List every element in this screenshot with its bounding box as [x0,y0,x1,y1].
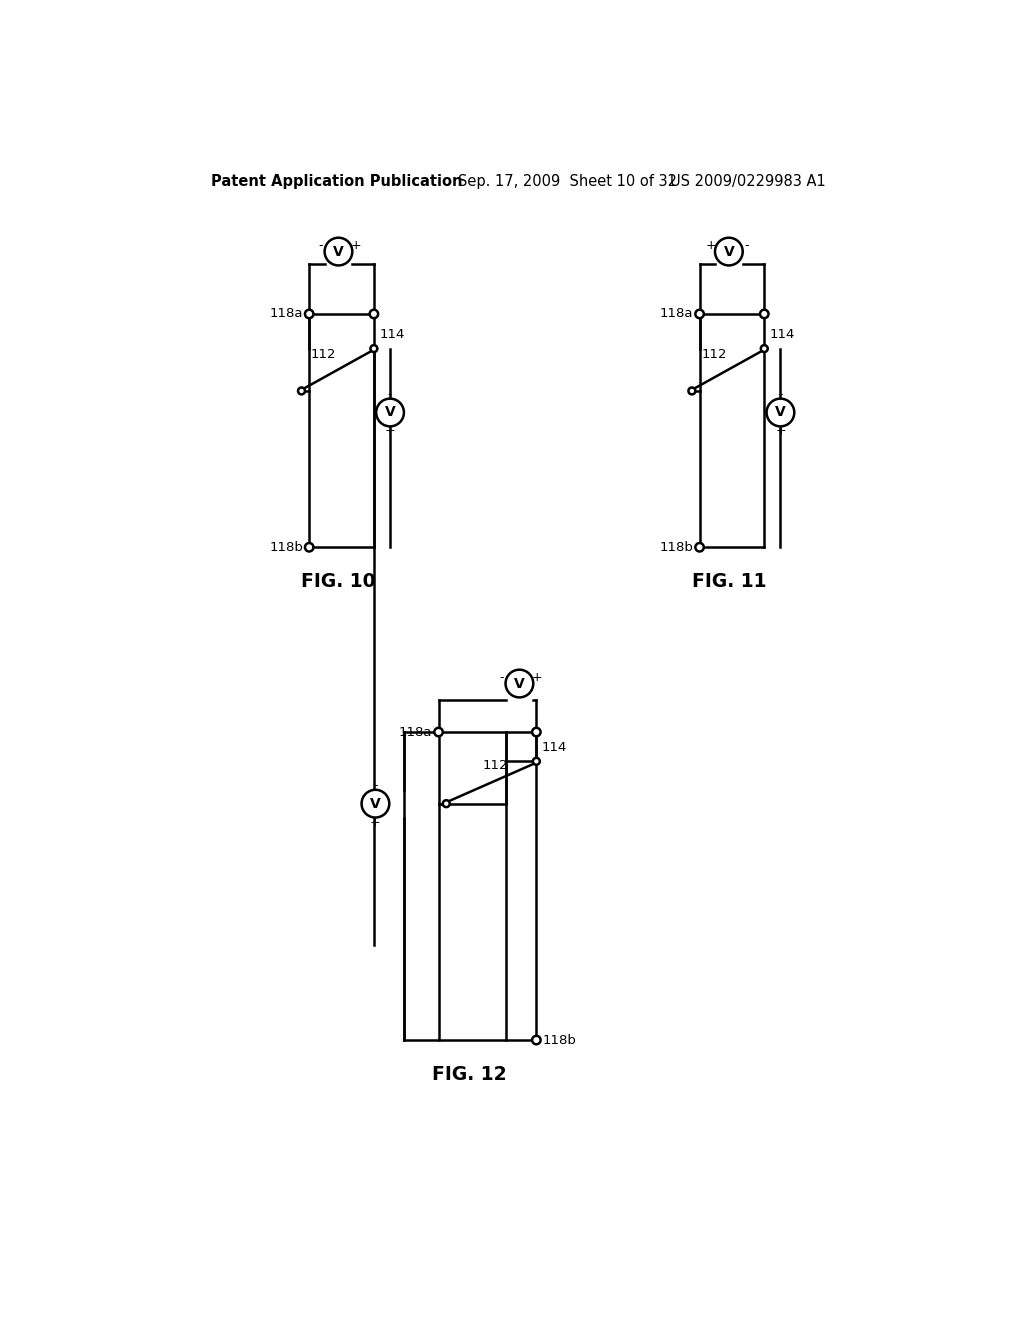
Circle shape [376,399,403,426]
Circle shape [434,727,442,737]
Text: -: - [388,388,392,401]
Circle shape [761,345,768,352]
Text: 114: 114 [770,329,795,342]
Text: 114: 114 [379,329,404,342]
Text: 118b: 118b [543,1034,577,1047]
Circle shape [760,310,768,318]
Text: 112: 112 [701,348,727,362]
Text: +: + [775,424,785,437]
Text: Patent Application Publication: Patent Application Publication [211,174,463,189]
Text: 114: 114 [542,741,567,754]
Text: 118a: 118a [269,308,303,321]
Circle shape [532,727,541,737]
Circle shape [305,310,313,318]
Text: FIG. 12: FIG. 12 [432,1065,507,1084]
Text: V: V [333,244,344,259]
Circle shape [688,388,695,395]
Circle shape [532,1036,541,1044]
Circle shape [371,345,378,352]
Circle shape [370,310,378,318]
Circle shape [361,789,389,817]
Circle shape [305,543,313,552]
Text: 118a: 118a [399,726,432,739]
Text: -: - [778,388,782,401]
Circle shape [767,399,795,426]
Circle shape [532,758,540,764]
Circle shape [298,388,305,395]
Circle shape [506,669,534,697]
Text: +: + [385,424,395,437]
Text: V: V [370,797,381,810]
Text: US 2009/0229983 A1: US 2009/0229983 A1 [670,174,825,189]
Text: FIG. 11: FIG. 11 [691,573,766,591]
Text: -: - [318,239,323,252]
Text: V: V [775,405,785,420]
Text: V: V [514,677,524,690]
Text: V: V [385,405,395,420]
Text: -: - [500,671,504,684]
Text: +: + [706,239,717,252]
Circle shape [715,238,742,265]
Text: +: + [370,816,381,829]
Text: 118b: 118b [659,541,693,554]
Text: -: - [373,779,378,792]
Text: 112: 112 [310,348,336,362]
Text: FIG. 10: FIG. 10 [301,573,376,591]
Text: -: - [744,239,749,252]
Text: +: + [351,239,361,252]
Text: 112: 112 [482,759,508,772]
Circle shape [325,238,352,265]
Text: 118a: 118a [659,308,693,321]
Text: +: + [531,671,543,684]
Text: 118b: 118b [269,541,303,554]
Text: V: V [724,244,734,259]
Circle shape [695,310,703,318]
Circle shape [442,800,450,807]
Circle shape [695,543,703,552]
Text: Sep. 17, 2009  Sheet 10 of 32: Sep. 17, 2009 Sheet 10 of 32 [458,174,677,189]
